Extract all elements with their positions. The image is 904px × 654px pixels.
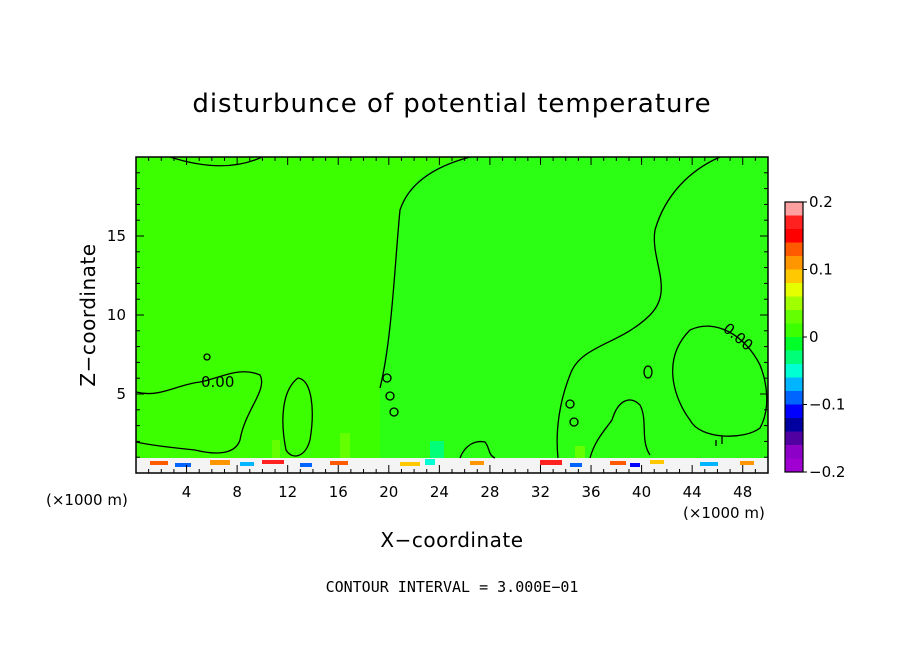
x-tick-label-9: 40 [632,483,651,501]
colorbar-segment-19 [785,458,803,473]
contour-ripples-right [589,399,651,459]
contour-small-5 [565,399,575,409]
contour-left-ridge [136,371,263,454]
colorbar-segment-7 [785,296,803,311]
chart-title: disturbunce of potential temperature [192,89,711,119]
y-axis-tick-labels: 5 10 15 [107,227,126,403]
contour-small-4 [389,407,399,417]
contour-small-2 [382,373,392,383]
x-tick-label-3: 16 [329,483,348,501]
x-tick-label-0: 4 [182,483,192,501]
x-axis-ticks [148,157,756,473]
contour-label-left: 0.00 [201,373,234,391]
contour-lines [136,157,768,459]
colorbar-segment-10 [785,337,803,351]
y-axis-ticks [136,172,768,458]
contour-small-6 [569,417,579,427]
x-axis-tick-labels: 4 8 12 16 20 24 28 32 36 40 44 48 [182,483,752,501]
x-tick-label-7: 32 [531,483,550,501]
colorbar-segment-0 [785,202,803,216]
contour-field [136,157,768,473]
contour-central-plume [379,157,471,389]
colorbar-tick-label-1: 0.1 [809,261,833,279]
contour-ripples-mid [459,440,496,459]
colorbar-tick-label-0: 0.2 [809,193,833,211]
colorbar-segment-9 [785,323,803,338]
x-tick-label-6: 28 [480,483,499,501]
contour-small-3 [385,391,395,401]
contour-small-8 [715,436,723,446]
colorbar-segment-1 [785,215,803,230]
x-tick-label-4: 20 [379,483,398,501]
colorbar-segment-3 [785,242,803,257]
contour-right-closed [672,325,768,437]
y-tick-label-0: 5 [116,385,126,403]
y-unit-label: (×1000 m) [46,491,128,509]
contour-interval-note: CONTOUR INTERVAL = 3.000E−01 [326,578,579,596]
colorbar-segment-17 [785,431,803,446]
y-tick-label-1: 10 [107,306,126,324]
contour-small-7 [643,365,653,379]
y-tick-label-2: 15 [107,227,126,245]
colorbar-tick-label-4: −0.2 [809,463,845,481]
contour-small-1 [203,353,211,361]
colorbar-segment-2 [785,229,803,243]
x-tick-label-10: 44 [683,483,702,501]
colorbar-segment-8 [785,310,803,324]
colorbar-segment-16 [785,418,803,432]
x-tick-label-8: 36 [581,483,600,501]
colorbar-tick-labels: 0.2 0.1 0 −0.1 −0.2 [803,193,845,481]
colorbar-segment-4 [785,256,803,270]
x-axis-label: X−coordinate [380,528,523,552]
contour-tower-left [282,377,313,457]
contour-right-plume [556,157,721,459]
colorbar-segment-15 [785,404,803,419]
x-tick-label-5: 24 [430,483,449,501]
surface-disturbance-patches [150,433,754,467]
colorbar-segment-6 [785,283,803,297]
x-tick-label-11: 48 [733,483,752,501]
x-tick-label-2: 12 [278,483,297,501]
colorbar-tick-label-3: −0.1 [809,396,845,414]
colorbar [785,202,803,473]
x-tick-label-1: 8 [232,483,242,501]
colorbar-segment-11 [785,350,803,365]
contour-top-left [169,157,263,167]
colorbar-segment-14 [785,391,803,405]
colorbar-segment-5 [785,269,803,284]
field-region-middle [380,157,768,473]
x-unit-label: (×1000 m) [683,504,765,522]
colorbar-tick-label-2: 0 [809,328,819,346]
colorbar-segment-18 [785,445,803,459]
colorbar-segment-12 [785,364,803,378]
colorbar-segment-13 [785,377,803,392]
y-axis-label: Z−coordinate [76,243,100,386]
